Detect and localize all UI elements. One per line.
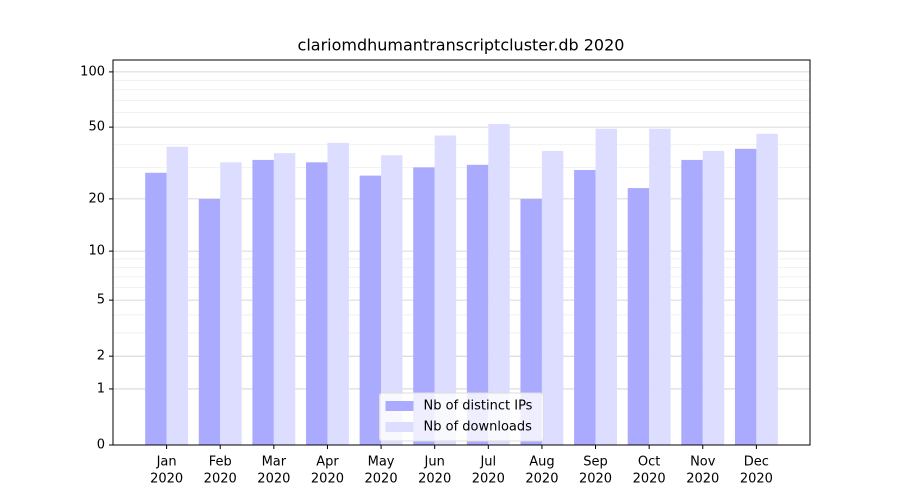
legend-label: Nb of distinct IPs <box>424 399 533 414</box>
x-tick-label: 2020 <box>740 472 773 487</box>
plot-frame <box>112 59 811 446</box>
y-tick-label: 10 <box>88 244 105 259</box>
y-tick-label: 1 <box>97 381 105 396</box>
x-tick-label: 2020 <box>633 472 666 487</box>
x-tick-label: Oct <box>638 455 660 470</box>
x-tick-label: Mar <box>262 455 287 470</box>
bar <box>273 153 296 445</box>
bar <box>681 159 703 446</box>
x-tick-label: Jun <box>424 455 445 470</box>
legend-swatch <box>385 422 414 432</box>
bar <box>466 164 489 445</box>
bar <box>252 159 274 446</box>
bar <box>381 155 403 445</box>
bar <box>756 133 778 445</box>
x-tick-label: Apr <box>316 455 339 470</box>
bar <box>520 198 542 445</box>
x-tick-label: Sep <box>583 455 608 470</box>
x-tick-label: 2020 <box>579 472 612 487</box>
y-tick-label: 50 <box>88 120 105 135</box>
bar <box>488 124 510 445</box>
legend-label: Nb of downloads <box>424 420 533 435</box>
x-tick-label: Dec <box>744 455 769 470</box>
y-tick-label: 20 <box>88 191 105 206</box>
y-tick-label: 100 <box>80 64 105 79</box>
bar <box>627 188 650 445</box>
bar <box>574 170 596 445</box>
bar <box>166 146 189 446</box>
bar <box>359 175 382 445</box>
x-tick-label: 2020 <box>525 472 558 487</box>
x-tick-label: 2020 <box>204 472 237 487</box>
bar <box>702 150 725 445</box>
bar <box>649 128 671 445</box>
x-tick-label: 2020 <box>472 472 505 487</box>
bar <box>327 142 349 446</box>
x-tick-label: Jul <box>479 455 496 470</box>
legend: Nb of distinct IPs Nb of downloads <box>379 392 544 442</box>
chart-title: clariomdhumantranscriptcluster.db 2020 <box>298 36 625 55</box>
bar <box>198 198 221 445</box>
bar <box>413 167 435 446</box>
bar <box>595 128 617 445</box>
bar <box>306 162 328 445</box>
x-tick-label: 2020 <box>150 472 183 487</box>
y-tick-label: 5 <box>97 293 105 308</box>
x-tick-label: 2020 <box>257 472 290 487</box>
x-tick-label: Jan <box>156 455 177 470</box>
y-tick-label: 2 <box>97 349 105 364</box>
bar <box>145 172 167 445</box>
legend-frame <box>379 392 544 442</box>
x-tick-label: Nov <box>690 455 716 470</box>
x-tick-label: 2020 <box>311 472 344 487</box>
bar <box>220 162 242 445</box>
bar <box>734 148 757 445</box>
x-tick-label: 2020 <box>418 472 451 487</box>
y-tick-label: 0 <box>97 438 105 453</box>
legend-swatch <box>385 401 414 411</box>
bar <box>541 150 564 445</box>
x-tick-label: Feb <box>209 455 232 470</box>
x-tick-label: 2020 <box>686 472 719 487</box>
bar <box>434 135 457 445</box>
x-tick-label: 2020 <box>365 472 398 487</box>
x-tick-label: May <box>368 455 395 470</box>
x-tick-label: Aug <box>529 455 554 470</box>
